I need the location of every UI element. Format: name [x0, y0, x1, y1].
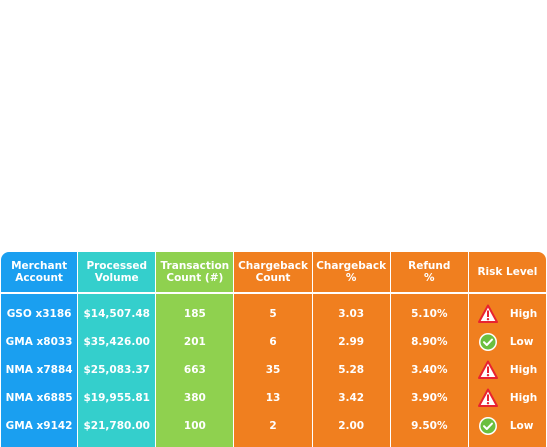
- column-transaction-count: Transaction Count (#) 185 201 663 380 100: [156, 252, 235, 447]
- header-divider: [234, 292, 312, 294]
- header-divider: [312, 292, 390, 294]
- column-chargeback-pct: Chargeback % 3.03 2.99 5.28 3.42 2.00: [312, 252, 391, 447]
- checkmark-icon: [478, 416, 498, 436]
- checkmark-icon: [478, 332, 498, 352]
- table-cell-refund-pct: 3.40%: [411, 364, 448, 376]
- header-divider: [1, 292, 78, 294]
- table-cell-chargeback-count: 5: [269, 308, 277, 320]
- column-header-risk-level: Risk Level: [477, 266, 538, 278]
- table-cell-transaction-count: 185: [183, 308, 206, 320]
- column-header-chargeback-pct: Chargeback %: [316, 260, 387, 284]
- column-chargeback-count: Chargeback Count 5 6 35 13 2: [234, 252, 313, 447]
- header-divider: [78, 292, 156, 294]
- table-cell-chargeback-pct: 5.28: [338, 364, 365, 376]
- table-cell-transaction-count: 100: [183, 420, 206, 432]
- table-cell-chargeback-pct: 3.03: [338, 308, 365, 320]
- table-cell-risk-level: Low: [469, 412, 546, 440]
- table-cell-processed-volume: $14,507.48: [83, 308, 150, 320]
- table-cell-chargeback-pct: 3.42: [338, 392, 365, 404]
- warning-icon: [477, 304, 498, 324]
- table-cell-chargeback-pct: 2.99: [338, 336, 365, 348]
- warning-icon: [477, 388, 498, 408]
- table-cell-processed-volume: $19,955.81: [83, 392, 150, 404]
- warning-icon: [477, 360, 498, 380]
- column-refund-pct: Refund % 5.10% 8.90% 3.40% 3.90% 9.50%: [390, 252, 469, 447]
- risk-level-label: Low: [509, 336, 534, 348]
- table-cell-risk-level: Low: [469, 328, 546, 356]
- risk-level-label: High: [509, 308, 538, 320]
- table-cell-risk-level: High: [469, 384, 546, 412]
- column-processed-volume: Processed Volume $14,507.48 $35,426.00 $25,…: [78, 252, 157, 447]
- header-divider: [468, 292, 546, 294]
- risk-level-label: Low: [509, 420, 534, 432]
- table-cell-risk-level: High: [469, 356, 546, 384]
- table-cell-chargeback-count: 13: [265, 392, 281, 404]
- risk-level-label: High: [509, 392, 538, 404]
- table-cell-merchant-account: NMA x6885: [5, 392, 73, 404]
- table-cell-merchant-account: GMA x9142: [5, 420, 73, 432]
- column-header-processed-volume: Processed Volume: [86, 260, 148, 284]
- table-cell-merchant-account: GSO x3186: [6, 308, 72, 320]
- table-cell-chargeback-count: 2: [269, 420, 277, 432]
- table-cell-chargeback-count: 35: [265, 364, 281, 376]
- header-divider: [390, 292, 468, 294]
- risk-level-label: High: [509, 364, 538, 376]
- table-cell-refund-pct: 9.50%: [411, 420, 448, 432]
- column-risk-level: Risk Level High Low High High Low: [468, 252, 546, 447]
- table-cell-refund-pct: 8.90%: [411, 336, 448, 348]
- table-cell-processed-volume: $21,780.00: [83, 420, 150, 432]
- table-cell-transaction-count: 663: [183, 364, 206, 376]
- column-header-merchant-account: Merchant Account: [11, 260, 68, 284]
- table-cell-transaction-count: 380: [183, 392, 206, 404]
- table-cell-risk-level: High: [469, 300, 546, 328]
- column-header-refund-pct: Refund %: [408, 260, 451, 284]
- column-header-chargeback-count: Chargeback Count: [238, 260, 308, 284]
- table-cell-processed-volume: $25,083.37: [83, 364, 150, 376]
- table-cell-refund-pct: 3.90%: [411, 392, 448, 404]
- table-cell-chargeback-count: 6: [269, 336, 277, 348]
- table-cell-merchant-account: NMA x7884: [5, 364, 73, 376]
- column-merchant-account: Merchant Account GSO x3186 GMA x8033 NMA x7…: [1, 252, 79, 447]
- table-cell-processed-volume: $35,426.00: [83, 336, 150, 348]
- table-cell-merchant-account: GMA x8033: [5, 336, 73, 348]
- column-header-transaction-count: Transaction Count (#): [160, 260, 230, 284]
- table-cell-refund-pct: 5.10%: [411, 308, 448, 320]
- header-divider: [156, 292, 234, 294]
- table-cell-chargeback-pct: 2.00: [338, 420, 365, 432]
- merchant-risk-table: Merchant Account GSO x3186 GMA x8033 NMA x7…: [1, 252, 546, 447]
- table-cell-transaction-count: 201: [183, 336, 206, 348]
